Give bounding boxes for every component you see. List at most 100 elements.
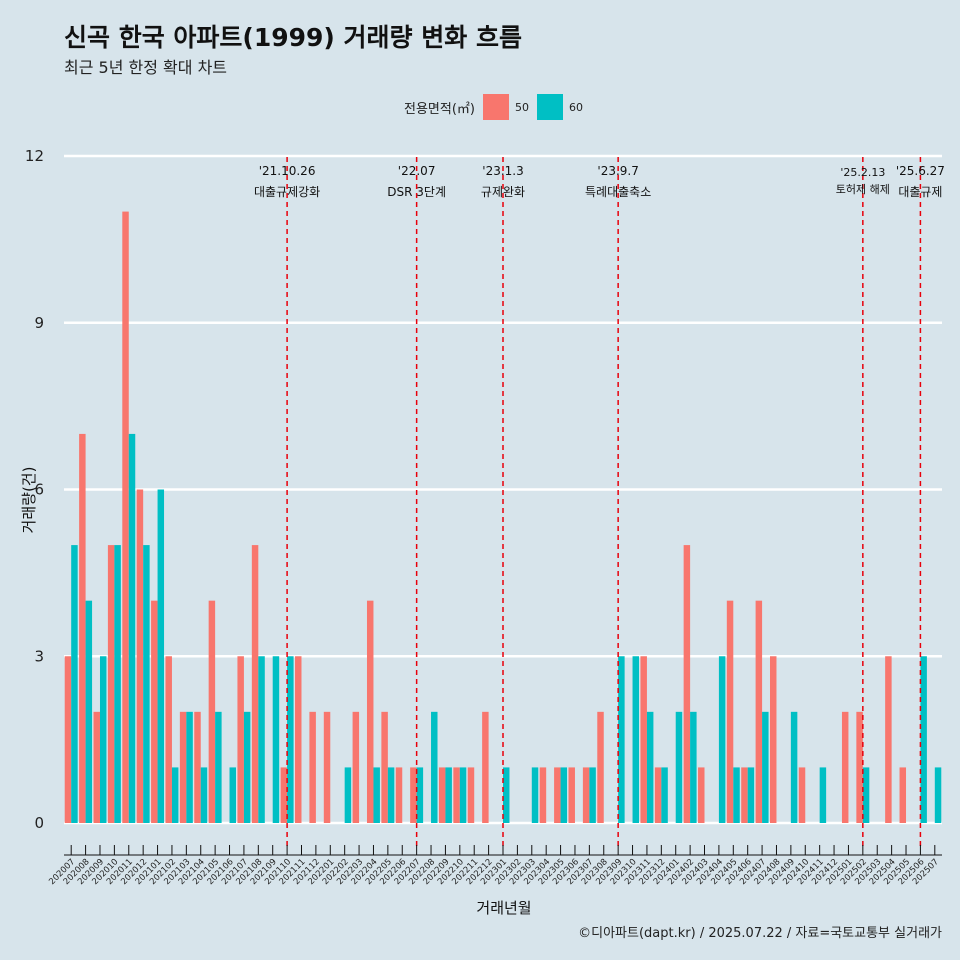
bar-60-202301 bbox=[503, 767, 510, 823]
bar-50-202204 bbox=[366, 600, 374, 823]
event-name-label: 대출규제강화 bbox=[254, 185, 320, 199]
y-axis-title: 거래량(건) bbox=[20, 467, 38, 534]
event-date-label: '21.10.26 bbox=[259, 164, 316, 178]
bar-60-202012 bbox=[143, 545, 150, 823]
bar-50-202304 bbox=[539, 767, 547, 823]
bar-60-202409 bbox=[790, 711, 798, 823]
bar-50-202012 bbox=[136, 489, 144, 823]
bar-50-202011 bbox=[122, 211, 129, 824]
bar-60-202107 bbox=[243, 711, 251, 823]
bar-60-202102 bbox=[171, 767, 179, 823]
bar-50-202505 bbox=[899, 767, 907, 823]
event-name-label: 규제완화 bbox=[481, 185, 525, 199]
bar-60-202103 bbox=[186, 711, 193, 823]
bar-50-202102 bbox=[165, 656, 172, 823]
y-tick-label: 0 bbox=[34, 814, 44, 832]
event-name-label: 토허제 해제 bbox=[836, 182, 890, 196]
bar-60-202507 bbox=[934, 767, 942, 823]
y-tick-label: 3 bbox=[34, 647, 44, 665]
bar-50-202307 bbox=[582, 767, 590, 823]
bar-50-202402 bbox=[683, 545, 691, 823]
bar-60-202309 bbox=[618, 656, 625, 823]
chart-title: 신곡 한국 아파트(1999) 거래량 변화 흐름 bbox=[64, 23, 522, 52]
bar-50-202306 bbox=[568, 767, 575, 823]
bar-50-202210 bbox=[453, 767, 460, 823]
bar-50-202009 bbox=[93, 711, 100, 823]
y-tick-label: 9 bbox=[34, 314, 44, 332]
event-date-label: '23.1.3 bbox=[482, 164, 523, 178]
bar-50-202206 bbox=[395, 767, 403, 823]
bar-60-202104 bbox=[200, 767, 208, 823]
bar-50-202502 bbox=[856, 711, 863, 823]
bar-50-202203 bbox=[352, 711, 360, 823]
bar-60-202307 bbox=[589, 767, 596, 823]
event-date-label: '23.9.7 bbox=[597, 164, 638, 178]
event-name-label: DSR 3단계 bbox=[387, 185, 446, 199]
event-name-label: 대출규제 bbox=[898, 185, 942, 199]
bar-60-202204 bbox=[373, 767, 380, 823]
bar-50-202211 bbox=[467, 767, 475, 823]
bar-60-202101 bbox=[157, 489, 165, 823]
bar-50-202212 bbox=[482, 711, 489, 823]
bar-50-202209 bbox=[438, 767, 446, 823]
bar-50-202107 bbox=[237, 656, 244, 823]
bar-50-202207 bbox=[410, 767, 417, 823]
bar-60-202401 bbox=[675, 711, 683, 823]
bar-60-202010 bbox=[114, 545, 121, 823]
caption: ©디아파트(dapt.kr) / 2025.07.22 / 자료=국토교통부 실… bbox=[578, 926, 942, 941]
legend-swatch-60 bbox=[536, 94, 563, 120]
bar-50-202205 bbox=[381, 711, 388, 823]
bar-50-202201 bbox=[323, 711, 331, 823]
bar-60-202303 bbox=[531, 767, 539, 823]
bar-60-202106 bbox=[229, 767, 237, 823]
bars bbox=[64, 211, 942, 824]
bar-50-202504 bbox=[885, 656, 892, 823]
bar-50-202305 bbox=[554, 767, 561, 823]
bar-60-202407 bbox=[762, 711, 769, 823]
bar-60-202310 bbox=[632, 656, 640, 823]
bar-60-202108 bbox=[258, 656, 265, 823]
y-tick-label: 12 bbox=[25, 147, 44, 165]
bar-50-202008 bbox=[79, 433, 86, 823]
bar-50-202410 bbox=[798, 767, 806, 823]
bar-60-202202 bbox=[344, 767, 352, 823]
bar-60-202405 bbox=[733, 767, 740, 823]
bar-50-202104 bbox=[194, 711, 201, 823]
bar-60-202502 bbox=[862, 767, 870, 823]
event-date-label: '25.6.27 bbox=[896, 164, 945, 178]
bar-60-202009 bbox=[99, 656, 107, 823]
legend-label-50: 50 bbox=[514, 100, 529, 114]
bar-50-202406 bbox=[741, 767, 748, 823]
legend-swatch-50 bbox=[482, 94, 509, 120]
bar-60-202506 bbox=[920, 656, 927, 823]
bar-50-202312 bbox=[654, 767, 662, 823]
bar-50-202407 bbox=[755, 600, 763, 823]
legend-label-60: 60 bbox=[568, 100, 583, 114]
bar-50-202112 bbox=[309, 711, 316, 823]
bar-50-202007 bbox=[64, 656, 72, 823]
bar-60-202305 bbox=[560, 767, 568, 823]
bar-60-202210 bbox=[459, 767, 467, 823]
axes: 2020072020082020092020102020112020122021… bbox=[47, 845, 942, 887]
bar-60-202404 bbox=[718, 656, 726, 823]
bar-60-202008 bbox=[85, 600, 93, 823]
event-date-label: '25.2.13 bbox=[840, 166, 885, 179]
bar-50-202501 bbox=[841, 711, 849, 823]
bar-60-202207 bbox=[416, 767, 424, 823]
chart-subtitle: 최근 5년 한정 확대 차트 bbox=[64, 58, 228, 77]
bar-60-202011 bbox=[128, 433, 136, 823]
bar-60-202105 bbox=[215, 711, 222, 823]
bar-50-202103 bbox=[179, 711, 187, 823]
event-name-label: 특례대출축소 bbox=[585, 185, 651, 199]
bar-60-202311 bbox=[646, 711, 654, 823]
legend-title: 전용면적(㎡) bbox=[404, 101, 475, 117]
bar-60-202209 bbox=[445, 767, 452, 823]
bar-60-202109 bbox=[272, 656, 280, 823]
bar-50-202311 bbox=[640, 656, 647, 823]
bar-60-202406 bbox=[747, 767, 755, 823]
bar-50-202010 bbox=[107, 545, 115, 823]
legend: 전용면적(㎡) 50 60 bbox=[404, 94, 591, 120]
bar-50-202408 bbox=[769, 656, 777, 823]
